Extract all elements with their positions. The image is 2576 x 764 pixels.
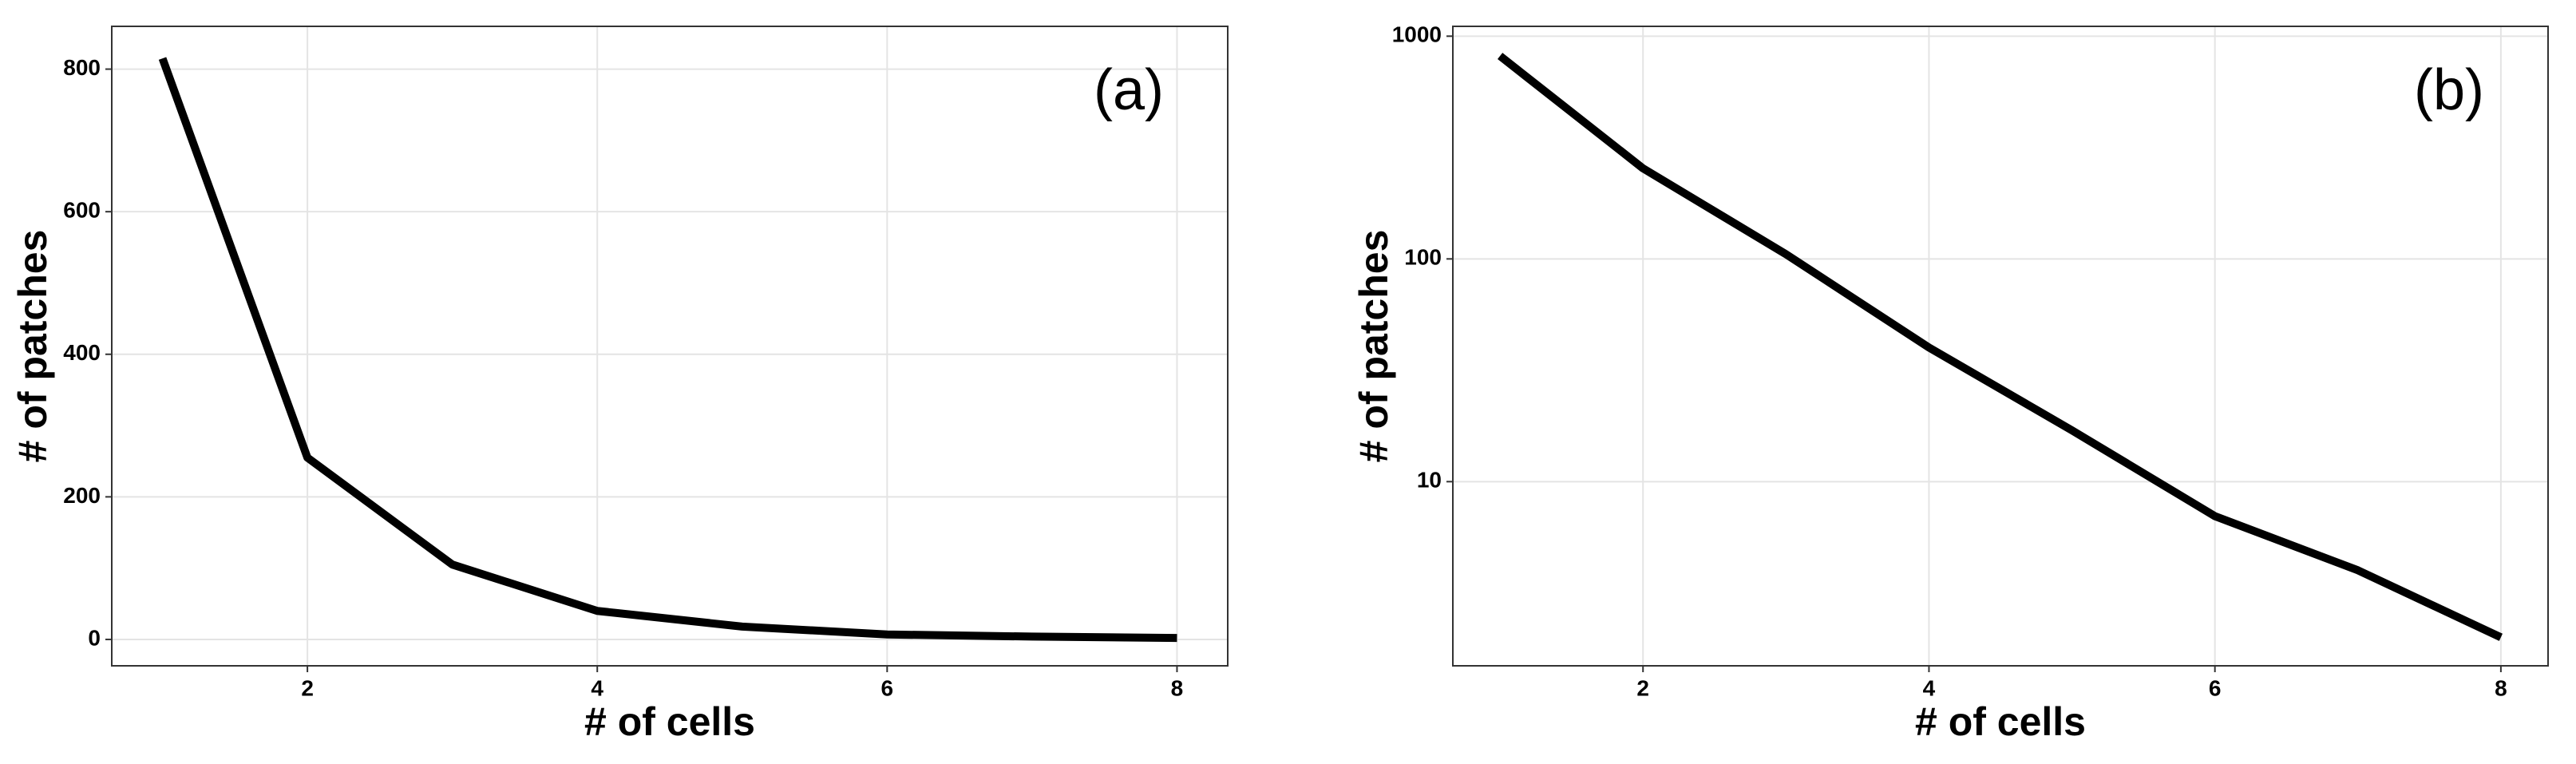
y-tick-label: 0 (88, 625, 101, 650)
panel-label: (b) (2414, 58, 2484, 122)
x-tick-label: 2 (301, 675, 314, 700)
x-axis-title: # of cells (1915, 699, 2086, 744)
x-tick-label: 8 (1171, 675, 1184, 700)
y-axis-title: # of patches (1351, 230, 1396, 463)
plot-border (1452, 26, 2549, 667)
panel-label: (a) (1094, 58, 1164, 122)
data-line (158, 57, 1177, 643)
data-line (1498, 53, 2503, 641)
x-tick-label: 6 (881, 675, 894, 700)
y-tick-label: 100 (1404, 245, 1442, 270)
x-tick-label: 4 (1923, 675, 1936, 700)
x-tick-label: 6 (2209, 675, 2222, 700)
x-tick-label: 8 (2495, 675, 2507, 700)
y-tick-label: 200 (63, 483, 101, 508)
y-axis-title: # of patches (10, 230, 55, 463)
y-tick-label: 800 (63, 55, 101, 80)
y-tick-label: 10 (1417, 468, 1442, 493)
y-tick-label: 400 (63, 340, 101, 365)
x-axis-title: # of cells (584, 699, 755, 744)
x-tick-label: 4 (591, 675, 603, 700)
x-tick-label: 2 (1636, 675, 1649, 700)
plot-border (111, 26, 1229, 667)
y-tick-label: 1000 (1392, 22, 1442, 47)
y-tick-label: 600 (63, 198, 101, 223)
